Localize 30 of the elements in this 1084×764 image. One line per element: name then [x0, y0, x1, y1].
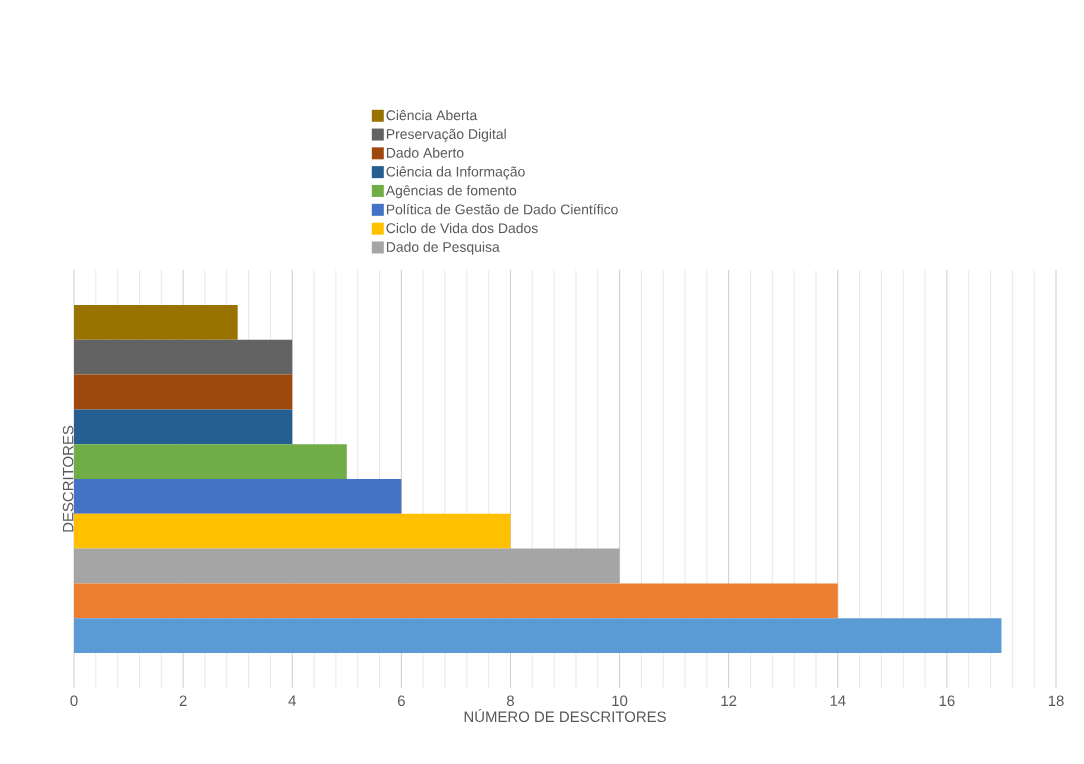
x-axis-title: NÚMERO DE DESCRITORES — [464, 708, 666, 723]
bar — [74, 583, 838, 619]
bar — [74, 339, 293, 375]
legend-label: Ciência Aberta — [386, 109, 478, 121]
bar — [74, 548, 620, 584]
x-tick-label: 14 — [830, 695, 846, 706]
legend-label: Dado de Pesquisa — [386, 241, 500, 255]
bar — [74, 409, 293, 445]
y-axis-title: DESCRITORES — [62, 425, 74, 532]
legend-label: Política de Gestão de Dado Científico — [386, 203, 618, 215]
bar — [74, 444, 347, 479]
bar — [74, 374, 293, 410]
legend-label: Agências de fomento — [385, 185, 517, 199]
x-tick-label: 2 — [179, 695, 187, 706]
x-tick-label: 18 — [1048, 695, 1064, 707]
x-tick-label: 12 — [721, 695, 737, 706]
legend-label: Ciência da Informação — [386, 166, 525, 180]
bar — [74, 513, 511, 549]
legend-label: Ciclo de Vida dos Dados — [386, 222, 538, 234]
legend-label: Preservação Digital — [386, 128, 506, 142]
x-tick-label: 8 — [506, 695, 514, 707]
x-tick-label: 16 — [939, 695, 955, 707]
x-tick-label: 6 — [397, 695, 405, 707]
x-tick-label: 4 — [288, 695, 296, 706]
bar — [74, 618, 1002, 653]
legend-label: Dado Aberto — [386, 147, 464, 158]
x-tick-label: 10 — [612, 695, 628, 707]
bar — [74, 478, 402, 514]
x-tick-label: 0 — [70, 695, 78, 707]
bar — [74, 304, 238, 340]
